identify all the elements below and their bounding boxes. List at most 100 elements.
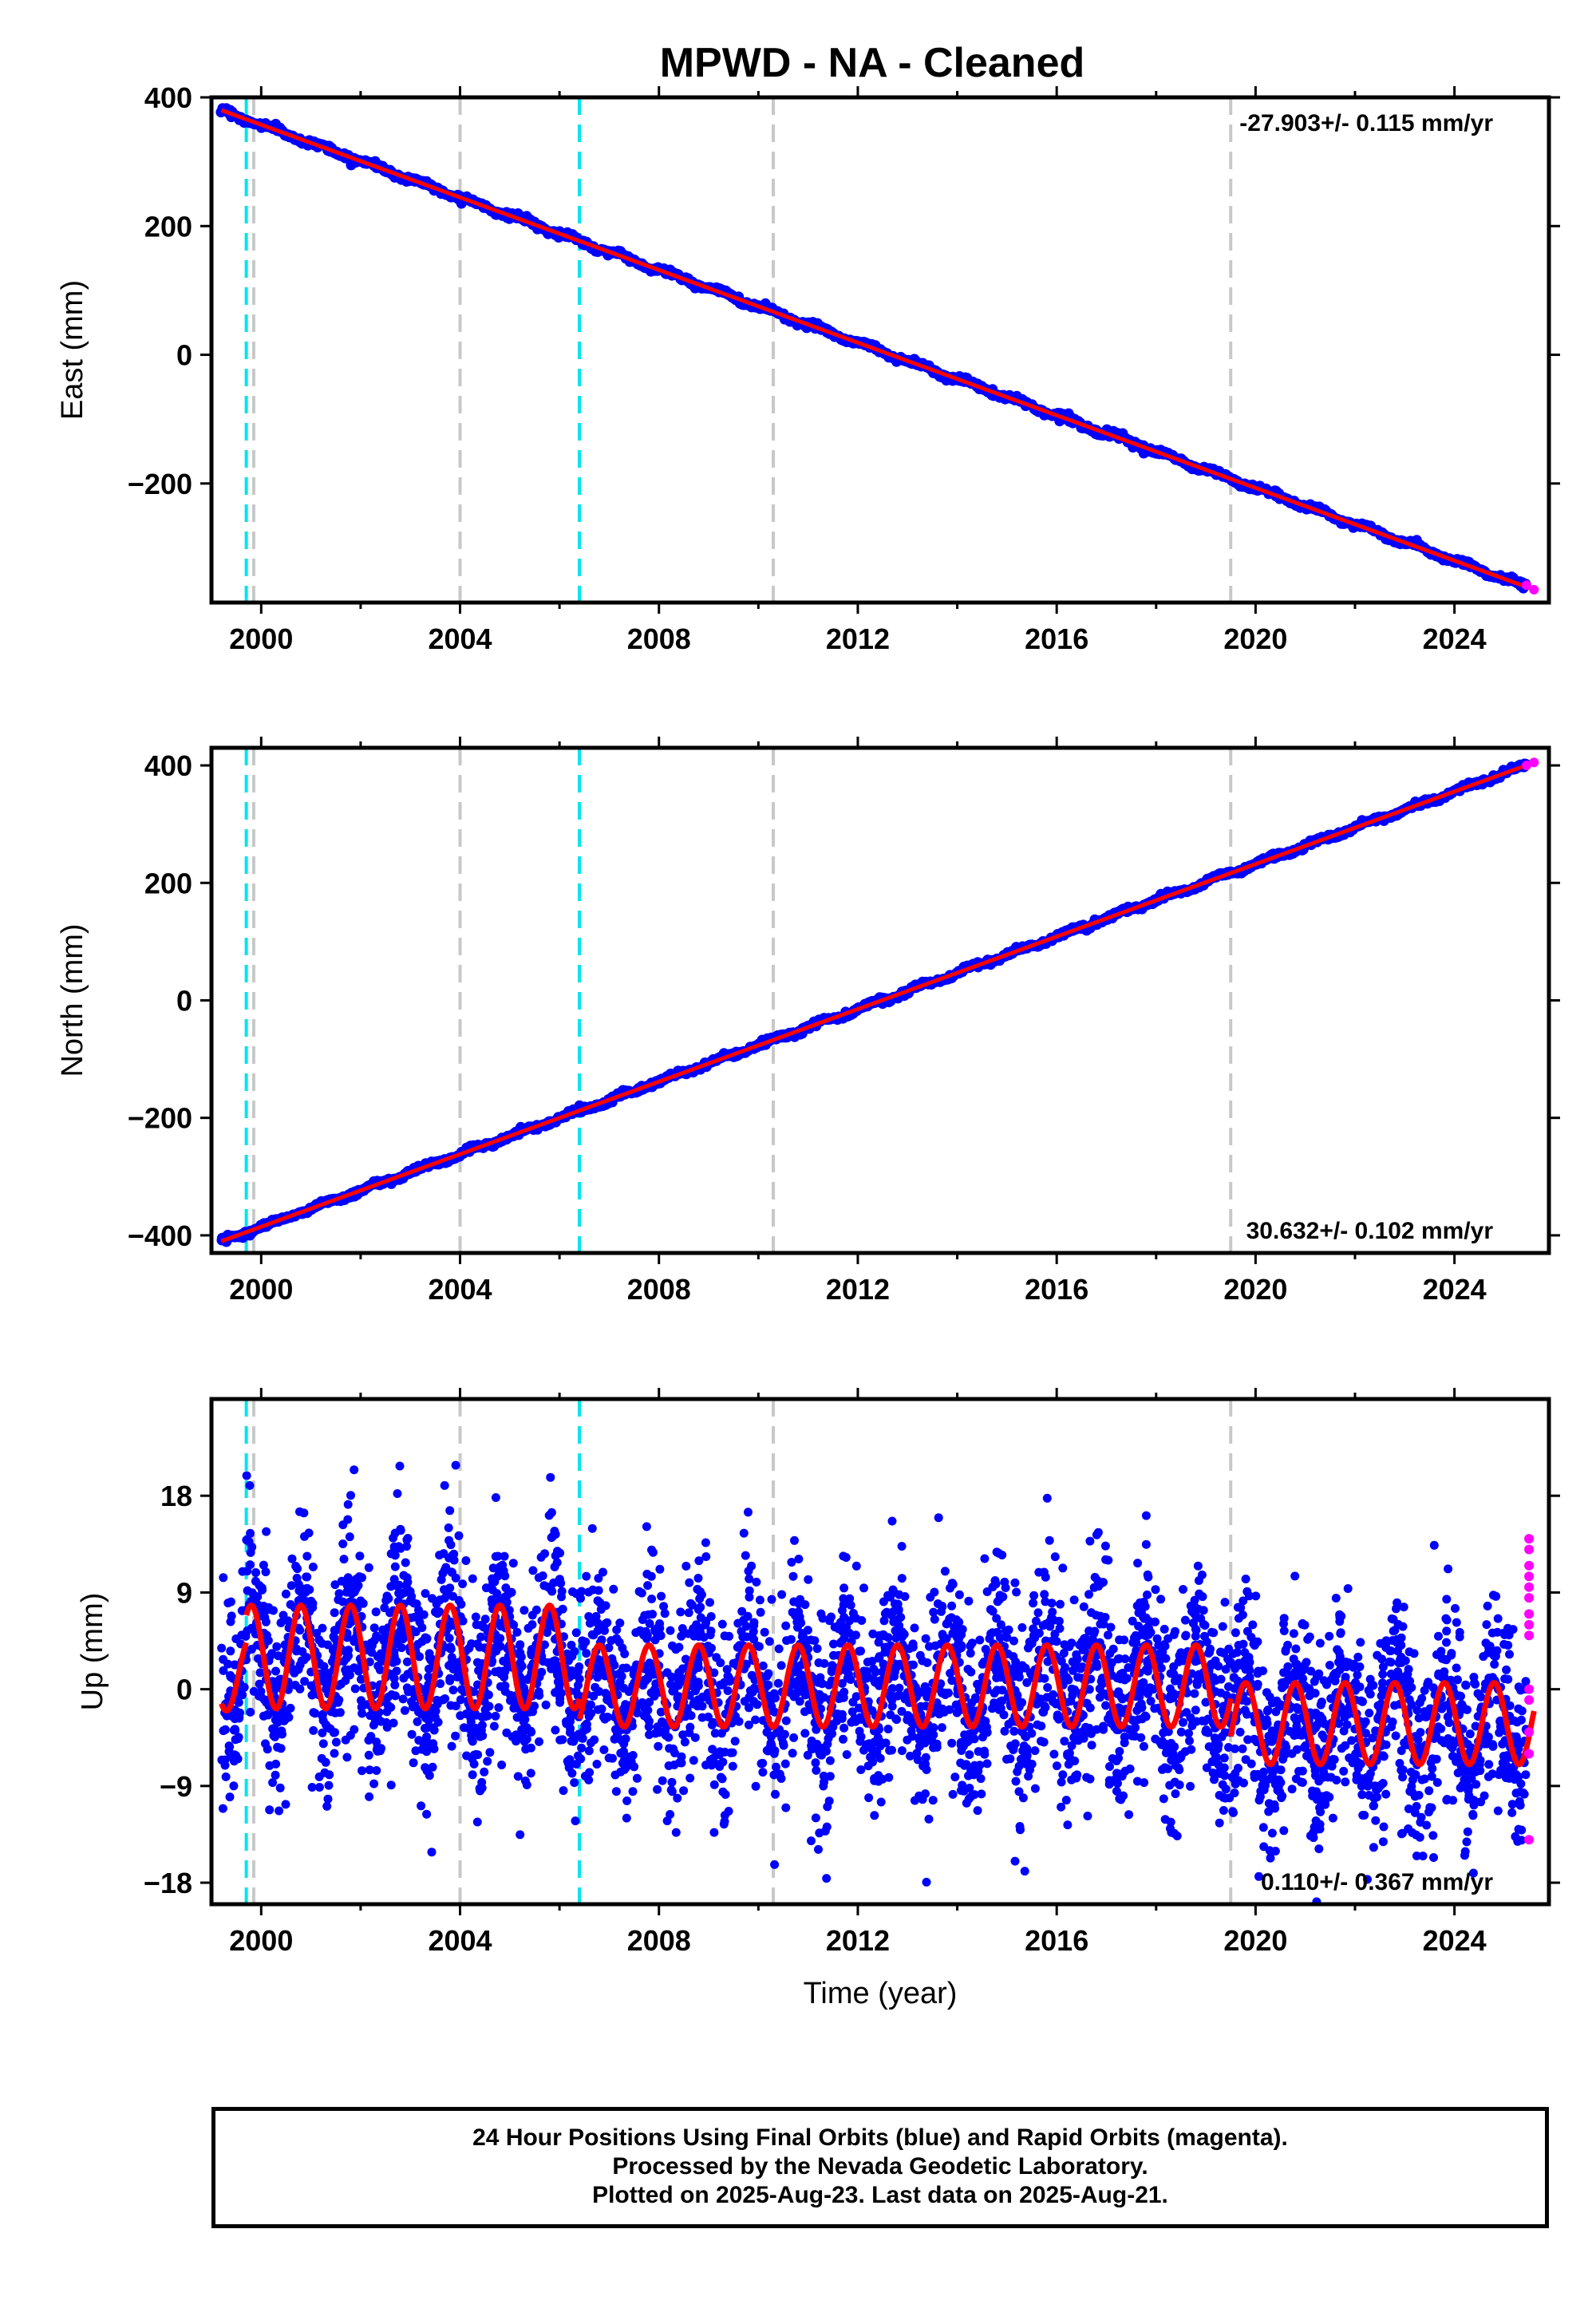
data-point (764, 1637, 774, 1646)
data-point (1361, 1729, 1370, 1738)
data-point (1494, 1770, 1503, 1780)
data-point (540, 1640, 549, 1650)
data-point (403, 1534, 413, 1543)
data-point (1201, 1727, 1211, 1737)
data-point (811, 1813, 820, 1823)
data-point (341, 1666, 350, 1674)
data-point (558, 1604, 567, 1614)
data-point (448, 1686, 458, 1695)
data-point (1165, 1780, 1175, 1790)
data-point (1179, 1717, 1187, 1727)
data-point (255, 1679, 264, 1689)
north-panel: 2000 2004 2008 2012 2016 2020 2024−400−2000200… (56, 737, 1560, 1306)
data-point (825, 1756, 835, 1765)
data-point (1472, 1780, 1481, 1789)
data-point (397, 1643, 406, 1653)
data-point (468, 1770, 477, 1780)
data-point (1220, 1598, 1230, 1607)
data-point (436, 1679, 445, 1689)
data-point (358, 1766, 366, 1776)
data-point (1228, 1807, 1238, 1816)
data-point (942, 1634, 951, 1643)
data-point (551, 1725, 560, 1735)
data-point (921, 1634, 930, 1643)
data-point (824, 1680, 834, 1690)
data-point (751, 1781, 760, 1791)
data-point (1456, 1691, 1465, 1701)
data-point (1291, 1774, 1301, 1784)
data-point (1392, 1604, 1400, 1614)
data-point (1357, 1696, 1365, 1705)
data-point (1156, 1595, 1166, 1604)
data-point (369, 1623, 379, 1633)
data-point (1451, 1603, 1460, 1613)
data-point (685, 1578, 694, 1587)
data-point (897, 1542, 907, 1551)
data-point (225, 1792, 235, 1802)
data-point (1040, 1674, 1049, 1683)
data-point (308, 1562, 318, 1571)
data-point (516, 1640, 525, 1650)
data-point (897, 1574, 907, 1583)
data-point (475, 1642, 484, 1652)
data-point (1482, 1620, 1491, 1630)
data-point (1050, 1552, 1060, 1562)
data-point (399, 1571, 409, 1580)
data-point (1322, 1680, 1331, 1690)
data-point (1216, 1647, 1225, 1657)
data-point (338, 1539, 348, 1548)
data-point (245, 1560, 255, 1570)
data-point (582, 1571, 591, 1581)
data-point (730, 1737, 740, 1746)
data-point (468, 1574, 477, 1583)
data-point (987, 1704, 997, 1713)
data-point (271, 1770, 280, 1780)
y-axis-label: East (mm) (56, 280, 89, 420)
data-point (509, 1620, 519, 1630)
data-point (744, 1720, 753, 1729)
data-point (644, 1610, 654, 1619)
data-point (1059, 1649, 1069, 1658)
data-point (741, 1551, 750, 1560)
data-point (647, 1595, 657, 1603)
data-point (1143, 1658, 1152, 1668)
data-point (477, 1777, 487, 1787)
data-point (790, 1535, 799, 1545)
data-point (1415, 1697, 1424, 1707)
y-tick-label: 400 (144, 749, 192, 782)
data-point (617, 1672, 626, 1681)
data-point (1009, 1636, 1018, 1646)
data-point (1378, 1837, 1388, 1847)
data-point (1020, 1867, 1029, 1876)
x-tick-label: 2016 (1025, 622, 1088, 655)
data-point (454, 1531, 464, 1540)
data-point (221, 1772, 231, 1781)
data-point (365, 1792, 374, 1801)
data-point (1180, 1615, 1190, 1625)
data-point (1347, 1736, 1357, 1745)
data-point (246, 1528, 255, 1538)
data-point (747, 1561, 757, 1571)
data-point (1357, 1790, 1367, 1800)
data-point (1108, 1644, 1118, 1654)
data-point (534, 1687, 543, 1697)
data-point (1209, 1673, 1219, 1682)
data-point (1465, 1729, 1475, 1739)
data-point (745, 1586, 754, 1595)
data-point (1453, 1675, 1462, 1685)
data-point (591, 1682, 600, 1692)
data-point (369, 1779, 379, 1788)
data-point (869, 1664, 879, 1674)
data-point (1132, 1777, 1142, 1786)
data-point (1325, 1631, 1334, 1641)
data-point (1233, 1603, 1242, 1612)
data-point (1057, 1777, 1066, 1787)
data-point (493, 1551, 503, 1561)
data-point (1259, 1842, 1269, 1852)
data-point (1049, 1749, 1059, 1759)
data-point (1471, 1721, 1480, 1731)
data-point (1377, 1691, 1386, 1701)
data-point (1493, 1806, 1503, 1816)
data-point (788, 1749, 797, 1758)
data-point (1462, 1837, 1472, 1847)
